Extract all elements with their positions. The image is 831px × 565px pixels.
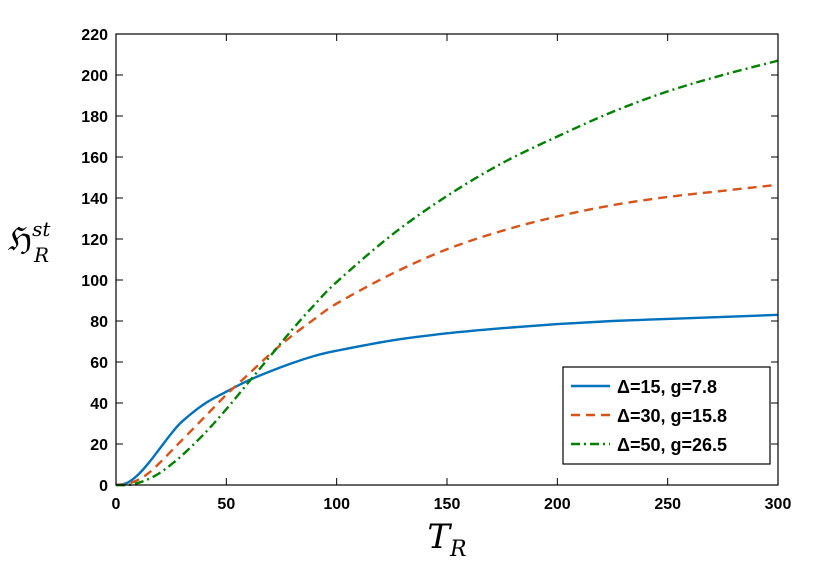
series-line-3 — [115, 59, 779, 487]
x-tick-label: 50 — [217, 496, 235, 513]
y-tick-label: 180 — [81, 109, 108, 126]
x-tick-label: 300 — [765, 496, 792, 513]
x-tick-label: 250 — [654, 496, 681, 513]
legend-label-1: Δ=15, g=7.8 — [617, 377, 717, 397]
legend-label-2: Δ=30, g=15.8 — [617, 406, 727, 426]
x-tick-label: 0 — [112, 496, 121, 513]
y-tick-label: 140 — [81, 191, 108, 208]
y-tick-label: 0 — [99, 478, 108, 495]
x-tick-label: 100 — [323, 496, 350, 513]
y-tick-label: 20 — [90, 437, 108, 454]
x-axis-title: TR — [427, 517, 466, 562]
y-tick-label: 200 — [81, 68, 108, 85]
y-tick-label: 160 — [81, 150, 108, 167]
y-tick-label: 60 — [90, 355, 108, 372]
y-tick-label: 40 — [90, 396, 108, 413]
y-axis-title: ℌst R — [8, 217, 51, 267]
y-tick-label: 220 — [81, 27, 108, 44]
y-tick-label: 100 — [81, 273, 108, 290]
y-tick-label: 80 — [90, 314, 108, 331]
series-line-2 — [115, 183, 779, 487]
y-axis-title-sub: R — [33, 243, 49, 267]
series-line-1 — [115, 313, 779, 487]
x-axis-title-main: T — [427, 517, 452, 557]
y-axis: 0 20 40 60 80 100 120 140 160 180 200 220 — [81, 27, 778, 495]
x-tick-label: 150 — [434, 496, 461, 513]
y-tick-label: 120 — [81, 232, 108, 249]
x-axis: 0 50 100 150 200 250 300 — [112, 34, 792, 513]
y-axis-title-main: ℌ — [8, 220, 32, 258]
legend: Δ=15, g=7.8 Δ=30, g=15.8 Δ=50, g=26.5 — [562, 366, 771, 465]
x-axis-title-sub: R — [449, 537, 467, 562]
y-axis-title-sup: st — [32, 217, 51, 241]
x-tick-label: 200 — [544, 496, 571, 513]
legend-label-3: Δ=50, g=26.5 — [617, 435, 727, 455]
plot-lines — [115, 59, 779, 487]
legend-box — [562, 366, 771, 465]
